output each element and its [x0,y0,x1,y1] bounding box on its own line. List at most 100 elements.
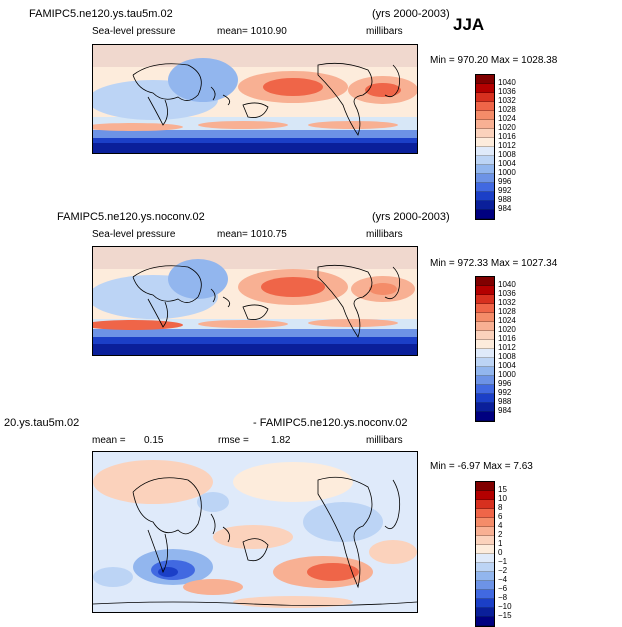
colorbar-swatch [476,147,494,156]
colorbar-swatch [476,210,494,219]
colorbar-label: −8 [498,593,508,602]
colorbar-swatch [476,93,494,102]
colorbar-swatch [476,313,494,322]
panel1-minmax: Min = 970.20 Max = 1028.38 [430,55,558,66]
colorbar-label: 1016 [498,132,516,141]
colorbar-swatch [476,590,494,599]
colorbar-label: 996 [498,177,512,186]
colorbar-swatch [476,403,494,412]
colorbar-label: 1020 [498,123,516,132]
panel1-map-svg [93,45,417,153]
panel3-rmse-value: 1.82 [271,435,291,446]
panel2-colorbar [475,276,495,422]
colorbar-swatch [476,385,494,394]
colorbar-swatch [476,376,494,385]
colorbar-swatch [476,581,494,590]
colorbar-label: 1012 [498,141,516,150]
colorbar-swatch [476,183,494,192]
colorbar-label: 1 [498,539,503,548]
colorbar-swatch [476,608,494,617]
panel3-map-svg [93,452,417,612]
colorbar-label: 984 [498,406,512,415]
colorbar-swatch [476,138,494,147]
colorbar-label: 8 [498,503,503,512]
colorbar-label: −4 [498,575,508,584]
colorbar-label: 1040 [498,78,516,87]
colorbar-swatch [476,331,494,340]
colorbar-swatch [476,412,494,421]
colorbar-label: 1036 [498,289,516,298]
panel3-colorbar-labels: 15 10 8 6 4 2 1 0 −1 −2 −4 −6 −8 −10 −15 [498,485,512,620]
colorbar-label: 1000 [498,168,516,177]
colorbar-label: 1032 [498,96,516,105]
colorbar-label: −1 [498,557,508,566]
colorbar-swatch [476,545,494,554]
colorbar-label: 1004 [498,159,516,168]
colorbar-label: −2 [498,566,508,575]
colorbar-swatch [476,536,494,545]
panel1-years: (yrs 2000-2003) [372,8,450,20]
colorbar-label: 992 [498,388,512,397]
colorbar-swatch [476,572,494,581]
panel3-case-right: - FAMIPC5.ne120.ys.noconv.02 [253,417,408,429]
panel3-units: millibars [366,435,403,446]
colorbar-label: 996 [498,379,512,388]
colorbar-swatch [476,367,494,376]
panel2-variable: Sea-level pressure [92,229,176,240]
colorbar-swatch [476,322,494,331]
colorbar-swatch [476,500,494,509]
colorbar-label: 1004 [498,361,516,370]
colorbar-label: 988 [498,195,512,204]
colorbar-swatch [476,563,494,572]
panel3-colorbar [475,481,495,627]
colorbar-label: 1040 [498,280,516,289]
colorbar-swatch [476,509,494,518]
panel2-map [92,246,418,356]
colorbar-swatch [476,349,494,358]
colorbar-swatch [476,111,494,120]
colorbar-label: 1012 [498,343,516,352]
colorbar-swatch [476,102,494,111]
colorbar-label: −15 [498,611,512,620]
colorbar-swatch [476,120,494,129]
panel2-minmax: Min = 972.33 Max = 1027.34 [430,258,558,269]
colorbar-label: 1028 [498,307,516,316]
colorbar-swatch [476,358,494,367]
colorbar-swatch [476,174,494,183]
panel3-mean-value: 0.15 [144,435,164,446]
panel2-mean: mean= 1010.75 [217,229,287,240]
panel3-mean-label: mean = [92,435,126,446]
colorbar-swatch [476,482,494,491]
colorbar-label: 992 [498,186,512,195]
colorbar-swatch [476,340,494,349]
colorbar-swatch [476,129,494,138]
panel1-variable: Sea-level pressure [92,26,176,37]
colorbar-swatch [476,201,494,210]
colorbar-label: 4 [498,521,503,530]
panel3-map [92,451,418,613]
colorbar-label: 1008 [498,150,516,159]
colorbar-label: 2 [498,530,503,539]
colorbar-swatch [476,527,494,536]
colorbar-label: 1008 [498,352,516,361]
colorbar-label: 1032 [498,298,516,307]
colorbar-swatch [476,599,494,608]
colorbar-swatch [476,491,494,500]
colorbar-swatch [476,192,494,201]
panel1-map [92,44,418,154]
colorbar-swatch [476,84,494,93]
colorbar-swatch [476,165,494,174]
colorbar-label: 6 [498,512,503,521]
colorbar-label: 984 [498,204,512,213]
colorbar-swatch [476,304,494,313]
colorbar-label: 1028 [498,105,516,114]
season-label: JJA [453,15,485,34]
panel3-minmax: Min = -6.97 Max = 7.63 [430,461,533,472]
panel1-colorbar [475,74,495,220]
colorbar-swatch [476,156,494,165]
panel2-case-title: FAMIPC5.ne120.ys.noconv.02 [57,211,205,223]
panel3-case-left: 20.ys.tau5m.02 [4,417,80,429]
colorbar-label: 0 [498,548,503,557]
colorbar-swatch [476,277,494,286]
panel2-colorbar-labels: 1040 1036 1032 1028 1024 1020 1016 1012 … [498,280,516,415]
